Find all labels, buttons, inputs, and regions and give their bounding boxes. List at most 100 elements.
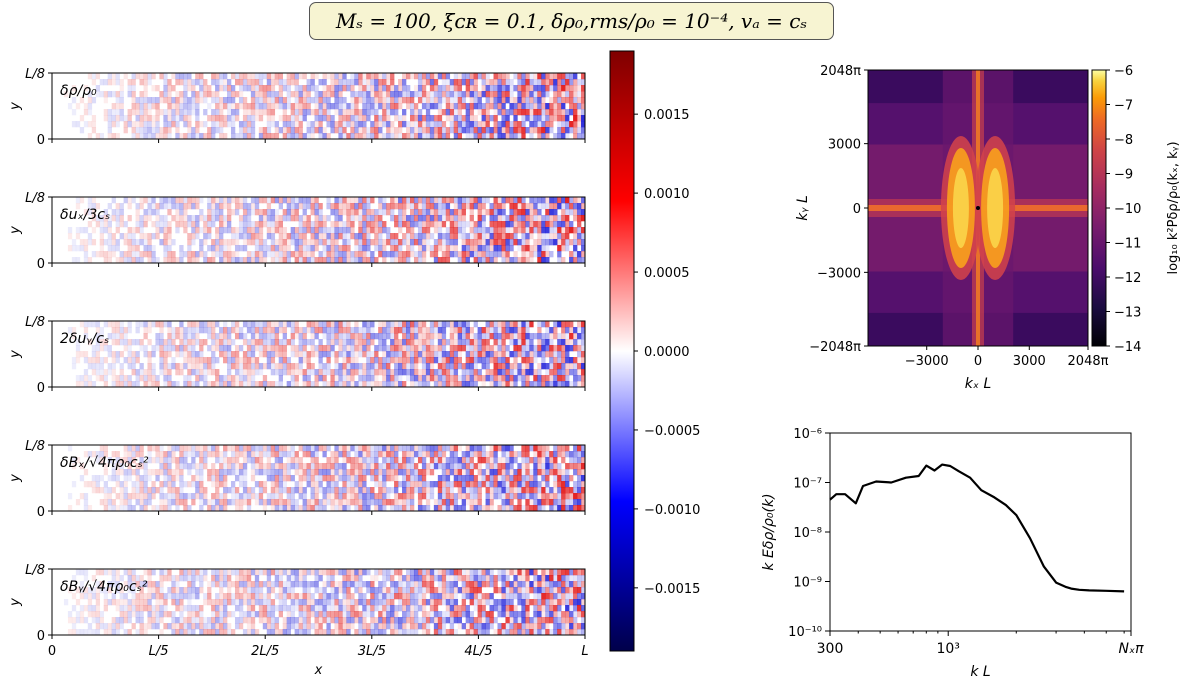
field-cell [537,133,542,140]
field-cell [525,451,530,458]
field-cell [199,357,204,364]
field-cell [286,245,291,252]
field-cell [581,209,586,216]
field-cell [167,487,172,494]
field-cell [274,73,280,80]
field-cell [290,203,295,210]
field-cell [441,457,447,464]
field-cell [402,239,407,246]
field-cell [561,127,566,134]
field-cell [258,487,264,494]
field-cell [382,469,387,476]
field-cell [107,257,112,264]
field-cell [223,79,228,86]
field-cell [151,209,156,216]
field-cell [318,109,323,116]
field-cell [513,233,518,240]
field-cell [250,109,256,116]
field-cell [302,257,307,264]
field-cell [103,79,108,86]
field-cell [581,121,586,128]
field-cell [485,257,490,264]
field-cell [159,629,164,636]
field-cell [159,127,164,134]
field-cell [147,381,152,388]
field-cell [302,469,307,476]
field-cell [302,245,307,252]
field-cell [310,333,315,340]
field-cell [402,487,407,494]
field-cell [266,133,272,140]
field-cell [565,115,570,122]
field-cell [346,245,351,252]
field-cell [445,463,451,470]
field-cell [573,97,578,104]
field-cell [390,73,395,80]
field-cell [99,345,105,352]
field-cell [330,121,335,128]
field-cell [509,257,514,264]
field-cell [103,381,108,388]
field-cell [227,115,232,122]
field-cell [421,79,427,86]
field-cell [457,363,462,370]
field-cell [493,257,498,264]
field-cell [91,215,97,222]
field-cell [429,245,435,252]
field-cell [238,493,244,500]
field-cell [469,369,474,376]
field-cell [175,79,180,86]
field-cell [541,97,546,104]
field-cell [87,363,93,370]
field-cell [557,381,562,388]
field-cell [187,85,192,92]
field-cell [326,251,331,258]
field-cell [406,91,411,98]
field-cell [139,575,144,582]
field-cell [425,215,431,222]
field-cell [417,375,423,382]
field-cell [489,475,494,482]
field-cell [338,333,343,340]
field-cell [581,457,586,464]
field-cell [139,493,144,500]
field-cell [362,463,367,470]
field-cell [191,445,196,452]
field-cell [445,245,451,252]
field-cell [398,345,403,352]
field-cell [573,227,578,234]
field-cell [557,197,562,204]
field-cell [581,245,586,252]
field-cell [135,127,140,134]
field-cell [227,345,232,352]
field-cell [246,363,252,370]
field-cell [294,233,299,240]
field-cell [581,469,586,476]
field-cell [294,487,299,494]
field-cell [107,227,112,234]
field-cell [350,369,355,376]
field-cell [195,493,200,500]
field-cell [346,357,351,364]
field-cell [533,345,538,352]
field-cell [398,457,403,464]
field-cell [453,321,459,328]
field-cell [378,209,383,216]
field-cell [306,245,311,252]
field-cell [167,239,172,246]
field-cell [187,333,192,340]
field-cell [354,209,359,216]
field-cell [493,481,498,488]
field-cell [457,209,462,216]
field-cell [493,215,498,222]
field-cell [521,469,526,476]
field-cell [413,445,419,452]
field-cell [394,451,399,458]
field-cell [238,499,244,506]
field-panel-frame [51,72,586,140]
field-cell [123,221,128,228]
field-cell [270,327,276,334]
field-cell [270,239,276,246]
field-cell [354,197,359,204]
field-cell [330,375,335,382]
